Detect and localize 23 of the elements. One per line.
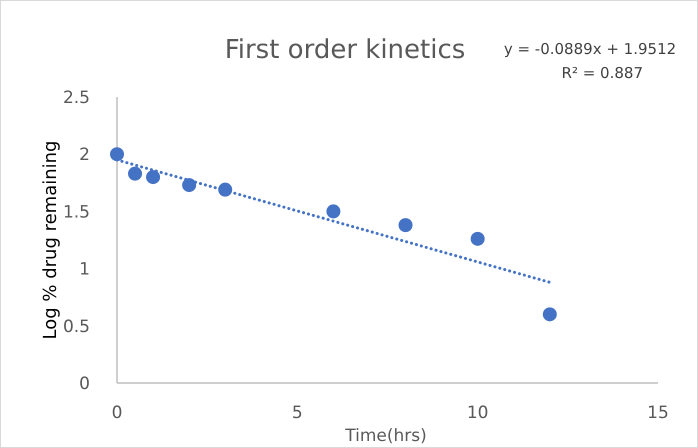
y-tick-label: 2 xyxy=(79,145,90,166)
x-tick-label: 5 xyxy=(292,403,303,423)
y-tick-label: 0.5 xyxy=(62,316,90,337)
point xyxy=(182,178,196,192)
point xyxy=(542,307,557,322)
point xyxy=(146,170,160,184)
x-tick-label: 15 xyxy=(647,403,669,423)
text: y = -0.0889x + 1.9512 xyxy=(504,40,676,58)
point xyxy=(326,204,340,218)
y-tick-label: 2.5 xyxy=(62,88,90,108)
x-axis-title: Time(hrs) xyxy=(344,426,427,446)
y-tick-label: 0 xyxy=(79,374,90,394)
x-tick-label: 10 xyxy=(466,403,488,423)
point xyxy=(398,218,413,232)
y-tick-label: 1 xyxy=(79,260,90,280)
y-axis-title: Log % drug remaining xyxy=(40,140,61,340)
text: R² = 0.887 xyxy=(562,64,643,82)
point xyxy=(470,232,485,246)
x-tick-label: 0 xyxy=(112,403,122,423)
point xyxy=(128,166,142,181)
point xyxy=(110,147,124,162)
chart-title: First order kinetics xyxy=(224,35,466,65)
y-tick-label: 1.5 xyxy=(62,202,90,222)
